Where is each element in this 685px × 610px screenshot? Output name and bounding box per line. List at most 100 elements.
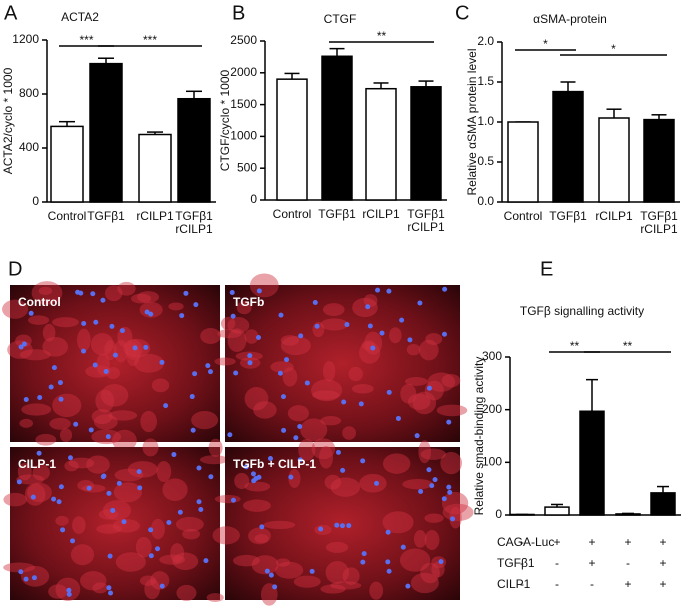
cell-body [298,438,316,461]
cell-body [108,410,138,421]
nucleus [137,485,143,491]
nucleus [86,485,92,491]
cell-body [322,303,345,317]
bar [643,118,675,203]
cell-body [93,414,118,430]
cell-body [113,482,143,503]
cell-body [232,554,260,567]
nucleus [334,522,340,528]
cell-body [440,451,463,475]
cell-body [402,479,434,490]
bar [650,492,676,516]
cell-body [91,409,113,425]
nucleus [203,558,209,564]
cell-body [112,429,137,452]
cell-body [172,552,199,571]
cell-body [175,516,204,532]
cell-body [139,301,163,318]
nucleus [386,568,392,574]
cell-body [244,481,271,492]
nucleus [171,452,177,458]
nucleus [432,477,438,483]
cell-body [104,285,123,302]
nucleus [106,490,112,496]
nucleus [51,365,57,371]
cell-body [293,575,321,588]
cell-body [244,329,259,344]
condition-value: + [659,556,666,570]
x-tick-label: Control [503,210,543,223]
nucleus [148,311,154,317]
nucleus [298,333,304,339]
nucleus [37,395,43,401]
condition-value: + [624,577,631,591]
cell-body [144,579,160,600]
cell-body [253,401,277,419]
cell-body [348,366,363,382]
cell-body [369,581,384,600]
nucleus [268,572,274,578]
nucleus [198,507,204,513]
x-tick-label: rCILP1 [136,210,174,223]
y-tick-label: 800 [19,86,39,100]
panel-letter: E [540,258,553,280]
bar [552,90,584,203]
cell-body [424,529,440,550]
significance-label: * [611,42,616,56]
nucleus [442,286,448,292]
nucleus [112,352,118,358]
category-label-box: rCILP1 [136,210,174,223]
chart-title: TGFβ signalling activity [520,304,644,318]
nucleus [227,432,233,438]
chart-title: αSMA-protein [533,12,607,26]
image-label: CILP-1 [18,457,56,471]
nucleus [119,328,125,334]
nucleus [90,291,96,297]
cell-body [342,567,360,585]
condition-value: + [553,535,560,549]
category-label-box: TGFβ1 [318,208,356,221]
nucleus [105,434,111,440]
nucleus [297,457,303,463]
nucleus [58,396,64,402]
y-tick-label: 0.5 [477,154,494,168]
nucleus [108,590,114,596]
cell-body [320,415,342,426]
nucleus [447,489,453,495]
cell-body [95,389,115,413]
panel-letter: D [8,258,22,280]
cell-body [27,482,52,503]
nucleus [103,368,109,374]
cell-body [52,393,82,418]
cell-body [42,336,69,357]
significance-label: ** [570,339,580,353]
nucleus [386,288,392,294]
nucleus [230,497,236,503]
y-tick-label: 2000 [230,65,257,79]
cell-body [64,460,79,472]
y-axis-label: Relative smad-binding activity [472,357,486,516]
nucleus [446,484,452,490]
cell-body [199,455,229,465]
cell-body [16,474,45,485]
nucleus [407,337,413,343]
significance-label: *** [79,33,93,47]
y-tick-label: 500 [237,160,257,174]
y-tick-label: 1500 [230,97,257,111]
micrograph [10,285,220,442]
cell-body [419,339,439,361]
cell-body [359,473,387,493]
nucleus [93,319,99,325]
cell-body [275,558,291,567]
nucleus [148,553,154,559]
cell-body [243,499,271,512]
nucleus [109,323,115,329]
nucleus [361,551,367,557]
nucleus [386,389,392,395]
cell-body [170,543,185,563]
cell-body [382,453,411,474]
bar [410,86,442,201]
nucleus [374,480,380,486]
nucleus [51,496,57,502]
y-axis-label: ACTA2/cyclo * 1000 [1,67,15,174]
